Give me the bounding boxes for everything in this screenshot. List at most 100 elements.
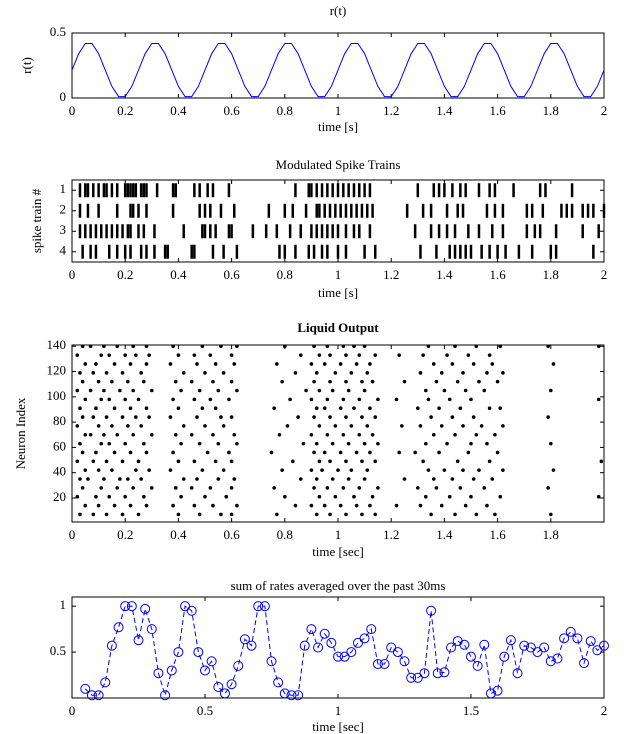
- spike-dot: [75, 459, 80, 464]
- spike-dot: [328, 512, 332, 517]
- spike-dot: [471, 362, 476, 366]
- y-axis-label: r(t): [19, 57, 34, 74]
- spike-dot: [176, 512, 181, 517]
- spike-dot: [131, 432, 135, 437]
- spike-dot: [269, 450, 274, 455]
- data-point: [505, 635, 516, 646]
- spike-dot: [142, 441, 146, 446]
- spike-dot: [501, 371, 505, 375]
- spike-dot: [376, 441, 380, 446]
- data-point: [492, 685, 503, 696]
- spike-dot: [325, 397, 330, 402]
- spike-dot: [131, 388, 135, 393]
- spike-dot: [144, 450, 149, 455]
- spike-dot: [596, 344, 601, 349]
- data-point: [552, 653, 563, 664]
- data-point: [525, 642, 536, 653]
- spike-dot: [235, 344, 239, 349]
- y-tick-label: 100: [47, 388, 67, 403]
- spike-dot: [437, 406, 441, 411]
- spike-dot: [197, 388, 202, 393]
- data-point: [160, 690, 171, 701]
- spike-dot: [477, 468, 481, 472]
- spike-dot: [142, 494, 146, 499]
- axes-frame: [71, 596, 605, 699]
- data-point: [466, 651, 476, 662]
- data-point: [193, 647, 204, 658]
- spike-dot: [493, 432, 497, 437]
- spike-dot: [312, 379, 316, 384]
- data-point: [379, 659, 390, 670]
- spike-dot: [221, 468, 226, 472]
- spike-dot: [192, 459, 197, 464]
- x-tick-label: 0.8: [277, 267, 293, 282]
- spike-dot: [469, 441, 473, 446]
- spike-dot: [455, 379, 460, 384]
- spike-dot: [546, 344, 550, 349]
- spike-dot: [490, 477, 495, 481]
- spike-dot: [120, 459, 125, 464]
- spike-dot: [469, 397, 473, 402]
- y-tick-label: 0: [60, 89, 67, 104]
- spike-dot: [176, 353, 181, 357]
- spike-dot: [439, 503, 444, 508]
- spike-dot: [298, 477, 303, 481]
- spike-dot: [365, 424, 370, 428]
- spike-dot: [293, 371, 298, 375]
- spike-dot: [142, 379, 146, 384]
- spike-dot: [312, 344, 316, 349]
- chart-title: r(t): [330, 3, 347, 18]
- y-tick-label: 120: [47, 363, 67, 378]
- spike-dot: [208, 353, 213, 357]
- spike-dot: [126, 424, 130, 428]
- spike-dot: [453, 512, 457, 517]
- y-tick-label: 1: [60, 181, 67, 196]
- spike-dot: [312, 450, 316, 455]
- spike-dot: [78, 441, 82, 446]
- spike-dot: [394, 503, 399, 508]
- data-point: [559, 633, 570, 644]
- chart-title: Liquid Output: [297, 320, 379, 335]
- spike-dot: [341, 344, 346, 349]
- y-tick-label: 60: [53, 438, 66, 453]
- spike-dot: [211, 379, 215, 384]
- spike-dot: [471, 415, 476, 419]
- spike-dot: [80, 379, 85, 384]
- spike-dot: [304, 388, 308, 393]
- spike-dot: [120, 415, 125, 419]
- data-line: [84, 605, 605, 698]
- y-tick-label: 2: [60, 202, 67, 217]
- spike-dot: [80, 450, 85, 455]
- data-point: [93, 690, 104, 701]
- spike-dot: [314, 371, 319, 375]
- spike-dot: [280, 468, 284, 472]
- spike-dot: [447, 397, 452, 402]
- spike-dot: [341, 486, 346, 490]
- spike-dot: [338, 450, 343, 455]
- x-tick-label: 2: [601, 267, 608, 282]
- spike-dot: [75, 424, 80, 428]
- spike-dot: [189, 486, 194, 490]
- spike-dot: [296, 415, 300, 419]
- spike-dot: [229, 379, 234, 384]
- spike-dot: [88, 432, 93, 437]
- x-tick-label: 0.6: [223, 103, 240, 118]
- x-tick-label: 1.6: [489, 103, 506, 118]
- spike-dot: [362, 477, 367, 481]
- spike-dot: [208, 486, 213, 490]
- spike-dot: [83, 468, 88, 472]
- data-point: [180, 601, 191, 612]
- data-point: [140, 603, 151, 614]
- spike-dot: [102, 344, 106, 349]
- spike-dot: [328, 379, 332, 384]
- spike-dot: [123, 397, 127, 402]
- spike-dot: [474, 512, 479, 517]
- spike-dot: [498, 406, 503, 411]
- data-point: [126, 601, 137, 612]
- spike-dot: [426, 397, 431, 402]
- data-point: [286, 690, 297, 701]
- axes-frame: [71, 32, 605, 99]
- spike-dot: [309, 432, 314, 437]
- data-point: [339, 651, 350, 662]
- data-line: [71, 43, 605, 98]
